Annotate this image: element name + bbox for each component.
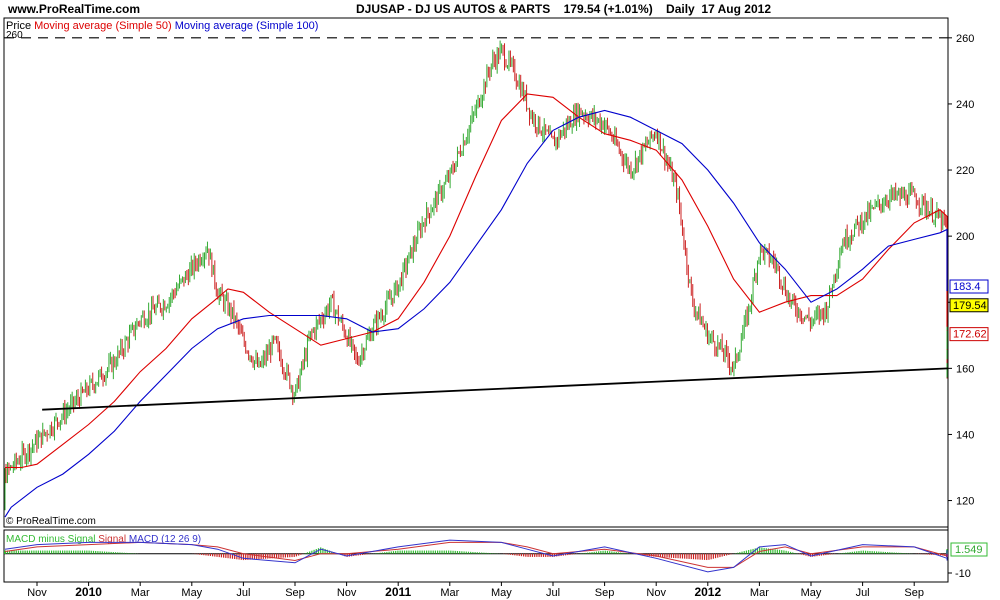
y-tick-label: 160 bbox=[956, 363, 974, 375]
reference-value-label: 260 bbox=[6, 30, 23, 41]
legend-price-label: Price bbox=[6, 20, 31, 32]
y-tick-label: 240 bbox=[956, 99, 974, 111]
y-tick-label: 260 bbox=[956, 33, 974, 45]
macd-value-tag bbox=[950, 542, 988, 557]
y-tick-label: 120 bbox=[956, 496, 974, 508]
macd-legend-hist: MACD minus Signal bbox=[6, 534, 95, 545]
instrument-name: DJ US AUTOS & PARTS bbox=[415, 2, 551, 16]
x-tick-label: 2011 bbox=[385, 585, 411, 599]
y-tick-label: 140 bbox=[956, 429, 974, 441]
x-tick-label: Mar bbox=[131, 587, 150, 599]
chart-header: www.ProRealTime.com DJUSAP - DJ US AUTOS… bbox=[0, 0, 1000, 18]
x-tick-label: 2012 bbox=[694, 585, 721, 599]
value-tag bbox=[949, 279, 989, 294]
price-change: (+1.01%) bbox=[603, 2, 653, 16]
x-tick-label: Sep bbox=[285, 587, 305, 599]
y-tick-label: 200 bbox=[956, 231, 974, 243]
y-tick-label: 220 bbox=[956, 165, 974, 177]
ma50-line bbox=[5, 93, 948, 469]
legend-ma100: Moving average (Simple 100) bbox=[175, 20, 319, 32]
ma100-line bbox=[4, 109, 948, 518]
macd-line bbox=[4, 539, 948, 573]
support-trendline bbox=[42, 367, 949, 411]
legend-ma50: Moving average (Simple 50) bbox=[34, 20, 172, 32]
macd-panel-frame bbox=[3, 529, 949, 583]
value-tag bbox=[949, 327, 989, 342]
x-tick-label: Nov bbox=[337, 587, 357, 599]
macd-legend-macd: MACD (12 26 9) bbox=[129, 534, 201, 545]
x-tick-label: Nov bbox=[27, 587, 47, 599]
value-tag-label: 172.62 bbox=[953, 329, 987, 341]
x-tick-label: Sep bbox=[595, 587, 615, 599]
lines-layer bbox=[4, 93, 949, 518]
x-tick-label: Jul bbox=[546, 587, 560, 599]
x-tick-label: Mar bbox=[750, 587, 769, 599]
last-price: 179.54 bbox=[563, 2, 601, 16]
x-tick-label: Nov bbox=[646, 587, 666, 599]
x-tick-label: Jul bbox=[236, 587, 250, 599]
macd-signal-line bbox=[4, 541, 948, 568]
chart-date: 17 Aug 2012 bbox=[701, 2, 771, 16]
macd-tick-label: -10 bbox=[955, 568, 971, 580]
watermark: © ProRealTime.com bbox=[6, 516, 96, 527]
period: Daily bbox=[666, 2, 695, 16]
x-tick-label: Jul bbox=[856, 587, 870, 599]
value-tag-label: 183.4 bbox=[953, 281, 981, 293]
axis-layer: 120140160180200220240260Nov2010MarMayJul… bbox=[27, 33, 989, 599]
x-tick-label: 2010 bbox=[75, 585, 102, 599]
x-tick-label: May bbox=[181, 587, 202, 599]
price-panel-frame bbox=[3, 17, 949, 528]
chart-title: DJUSAP - DJ US AUTOS & PARTS 179.54 (+1.… bbox=[356, 2, 771, 16]
value-tag-label: 179.54 bbox=[953, 300, 987, 312]
site-name: www.ProRealTime.com bbox=[8, 2, 141, 16]
x-tick-label: May bbox=[801, 587, 822, 599]
x-tick-label: May bbox=[491, 587, 512, 599]
x-tick-label: Mar bbox=[440, 587, 459, 599]
macd-value-label: 1.549 bbox=[955, 544, 983, 556]
value-tag bbox=[949, 298, 989, 313]
macd-layer bbox=[4, 539, 948, 573]
legend-price: Price Moving average (Simple 50) Moving … bbox=[6, 20, 318, 32]
symbol: DJUSAP bbox=[356, 2, 405, 16]
x-tick-label: Sep bbox=[904, 587, 924, 599]
macd-legend: MACD minus Signal Signal MACD (12 26 9) bbox=[6, 534, 201, 545]
macd-legend-signal: Signal bbox=[98, 534, 126, 545]
